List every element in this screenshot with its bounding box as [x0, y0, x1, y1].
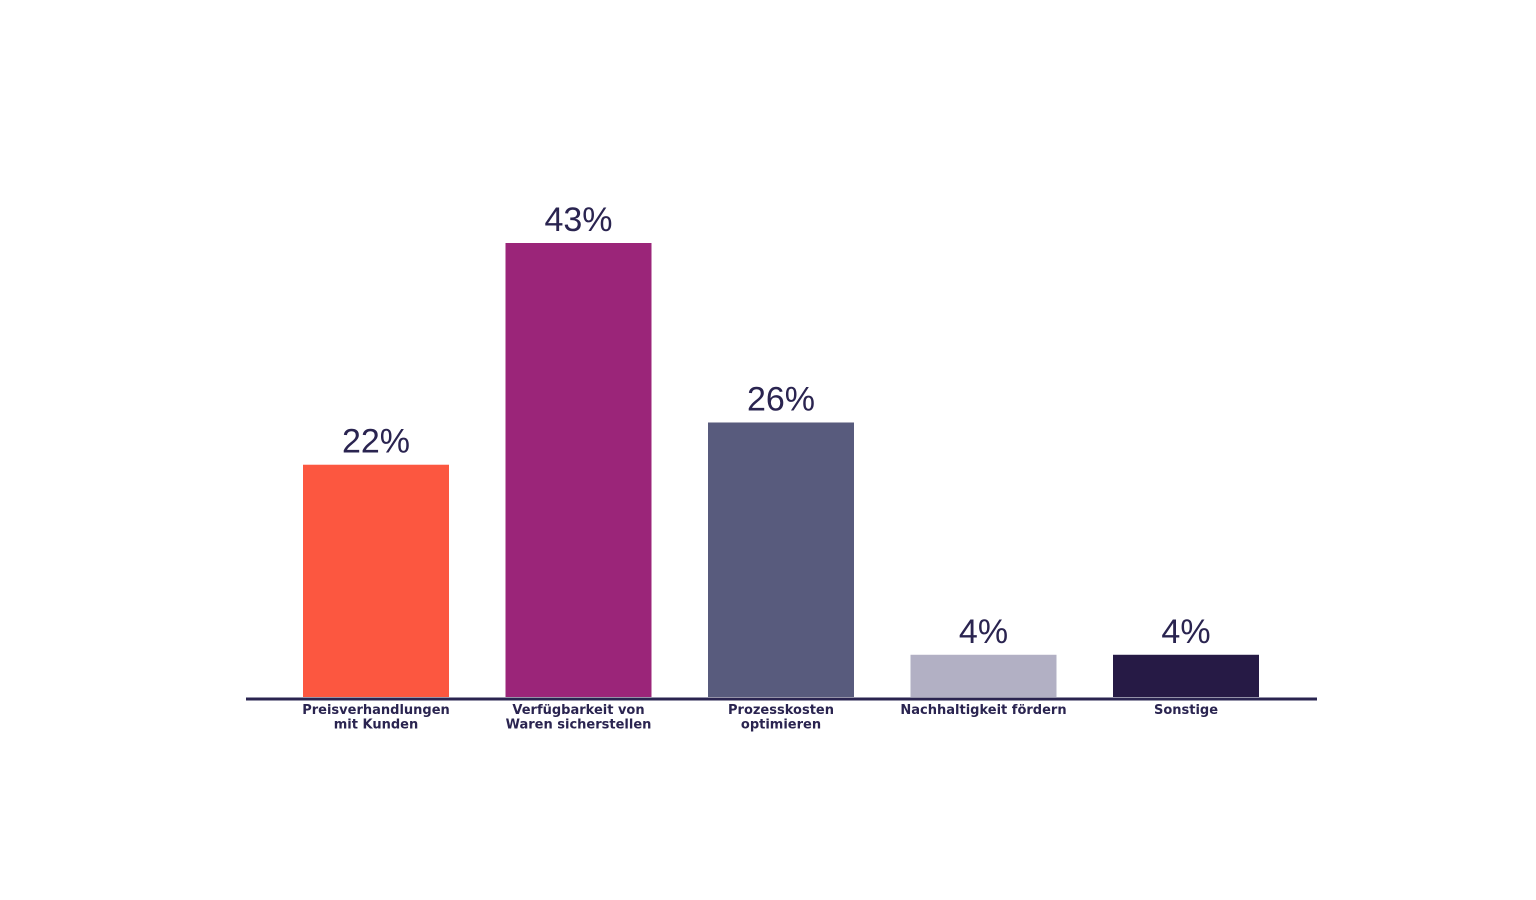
value-label-1: 22% [342, 423, 410, 461]
bar-2 [505, 243, 652, 697]
category-label-2: Verfügbarkeit von Waren sicherstellen [506, 703, 652, 733]
bar-5 [1113, 654, 1259, 697]
category-label-line: Nachhaltigkeit fördern [900, 703, 1066, 718]
bar-3 [708, 422, 854, 697]
category-label-4: Nachhaltigkeit fördern [900, 703, 1066, 718]
category-label-line: Verfügbarkeit von [512, 703, 644, 718]
category-label-line: optimieren [741, 718, 821, 733]
category-label-1: Preisverhandlungen mit Kunden [302, 703, 450, 733]
bar-4 [910, 654, 1057, 697]
category-labels-group: Preisverhandlungen mit Kunden Verfügbarkei… [302, 703, 1218, 733]
category-label-3: Prozesskosten optimieren [728, 703, 834, 733]
category-label-line: mit Kunden [334, 718, 418, 733]
category-label-line: Sonstige [1154, 703, 1218, 718]
value-label-5: 4% [1161, 613, 1210, 651]
value-label-4: 4% [959, 613, 1008, 651]
category-label-line: Waren sicherstellen [506, 718, 652, 733]
bars-group [303, 243, 1259, 697]
category-label-line: Preisverhandlungen [302, 703, 450, 718]
category-label-line: Prozesskosten [728, 703, 834, 718]
value-labels-group: 22% 43% 26% 4% 4% [342, 201, 1211, 651]
category-label-5: Sonstige [1154, 703, 1218, 718]
value-label-3: 26% [747, 380, 815, 418]
value-label-2: 43% [544, 201, 612, 239]
bar-1 [303, 464, 449, 697]
